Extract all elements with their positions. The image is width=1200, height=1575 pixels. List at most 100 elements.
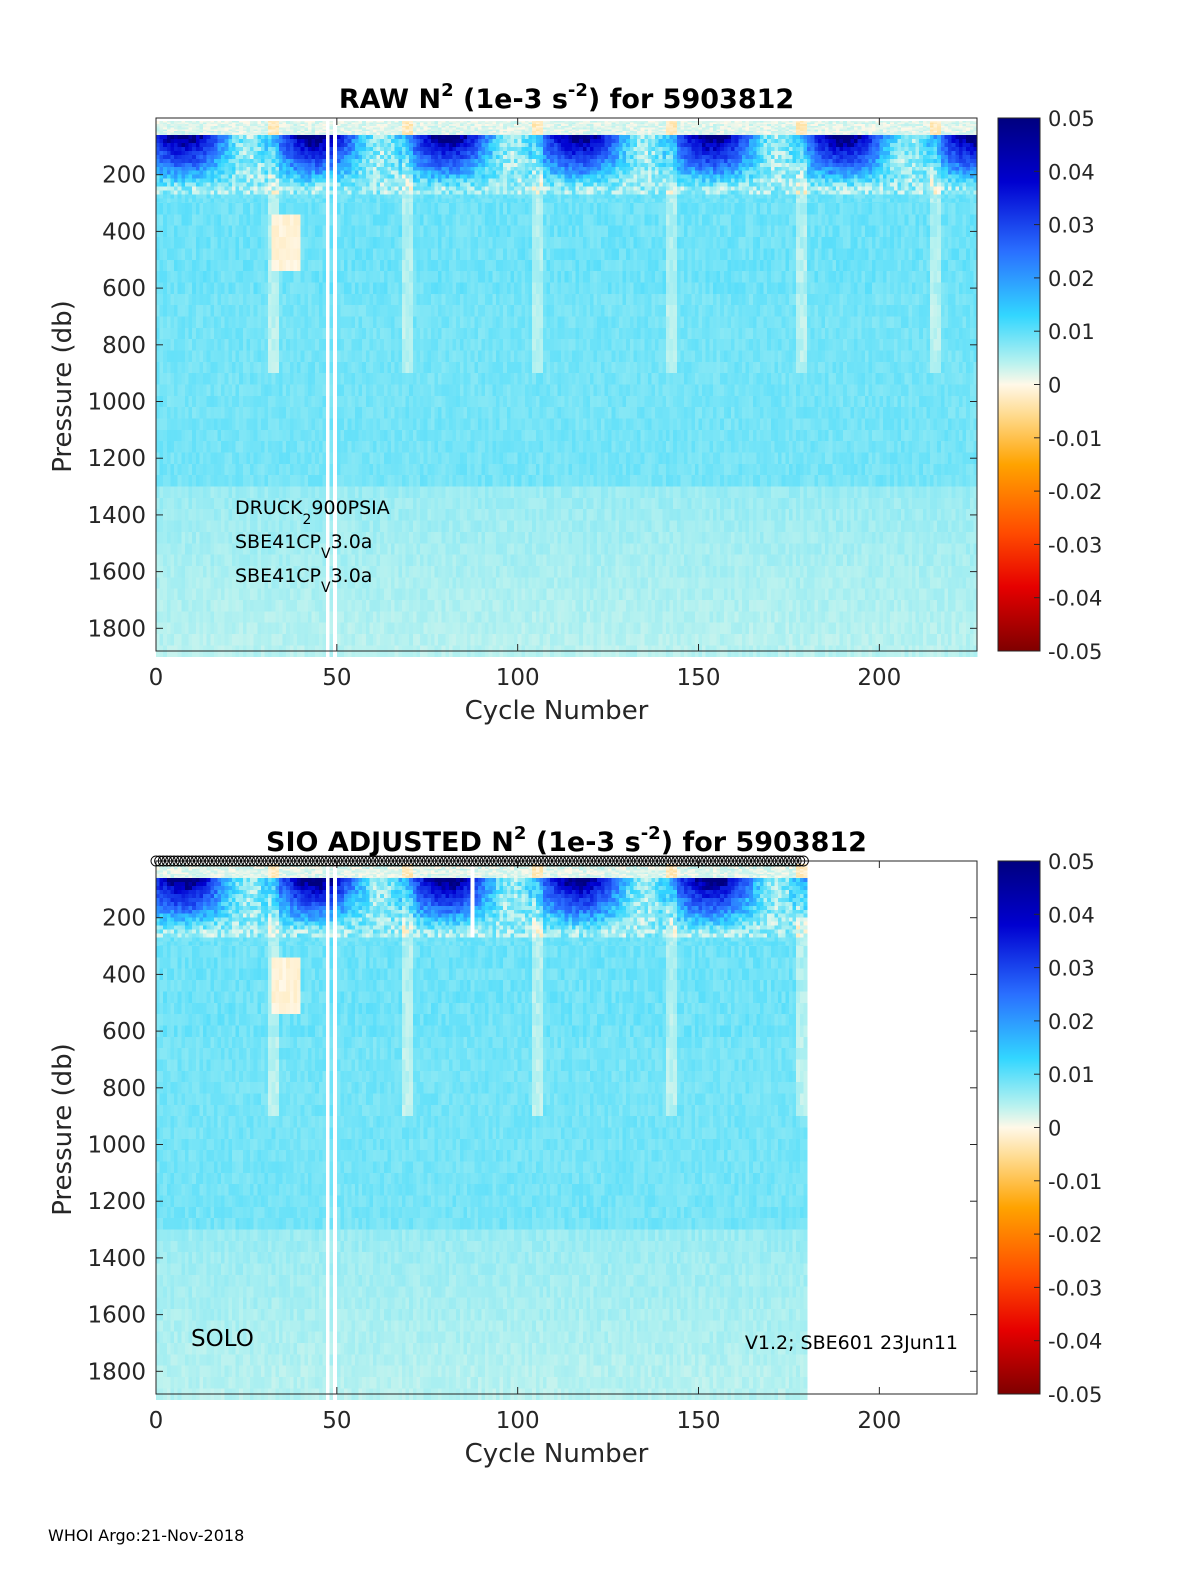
heatmap-cell <box>398 327 403 340</box>
heatmap-cell <box>278 129 283 132</box>
heatmap-cell <box>246 162 251 168</box>
heatmap-cell <box>293 497 298 510</box>
heatmap-cell <box>387 543 392 556</box>
heatmap-cell <box>322 248 327 261</box>
heatmap-cell <box>369 186 374 191</box>
heatmap-cell <box>260 543 265 556</box>
heatmap-cell <box>257 170 262 176</box>
heatmap-cell <box>376 190 381 195</box>
heatmap-cell <box>253 282 258 295</box>
heatmap-cell <box>304 418 309 431</box>
heatmap-cell <box>391 225 396 238</box>
heatmap-cell <box>344 588 349 601</box>
heatmap-cell <box>217 282 222 295</box>
heatmap-cell <box>416 384 421 397</box>
heatmap-cell <box>333 182 338 188</box>
heatmap-cell <box>268 186 273 191</box>
heatmap-cell <box>416 138 421 144</box>
heatmap-cell <box>354 282 359 295</box>
heatmap-cell <box>405 166 410 172</box>
heatmap-cell <box>170 384 175 397</box>
heatmap-cell <box>373 316 378 329</box>
heatmap-cell <box>322 174 327 180</box>
heatmap-cell <box>289 138 294 144</box>
heatmap-cell <box>170 361 175 374</box>
heatmap-cell <box>401 554 406 567</box>
heatmap-cell <box>416 124 421 127</box>
heatmap-cell <box>181 611 186 624</box>
heatmap-cell <box>398 198 403 203</box>
heatmap-cell <box>195 350 200 363</box>
heatmap-cell <box>203 384 208 397</box>
heatmap-cell <box>304 166 309 172</box>
heatmap-cell <box>307 174 312 180</box>
heatmap-cell <box>163 611 168 624</box>
heatmap-cell <box>250 162 255 168</box>
heatmap-cell <box>271 565 276 578</box>
heatmap-cell <box>373 441 378 453</box>
heatmap-cell <box>181 316 186 329</box>
heatmap-cell <box>199 150 204 156</box>
heatmap-cell <box>268 475 273 487</box>
heatmap-cell <box>344 174 349 180</box>
heatmap-cell <box>297 622 302 635</box>
heatmap-cell <box>300 520 305 533</box>
heatmap-cell <box>289 588 294 601</box>
heatmap-cell <box>340 170 345 176</box>
heatmap-cell <box>315 182 320 188</box>
heatmap-cell <box>329 339 334 351</box>
heatmap-cell <box>289 633 294 646</box>
heatmap-cell <box>159 158 164 164</box>
heatmap-cell <box>206 282 211 295</box>
heatmap-cell <box>286 520 291 533</box>
heatmap-cell <box>250 122 255 125</box>
heatmap-cell <box>275 174 280 180</box>
heatmap-cell <box>264 599 269 612</box>
heatmap-cell <box>217 316 222 329</box>
heatmap-cell <box>271 182 276 188</box>
heatmap-cell <box>383 599 388 612</box>
heatmap-cell <box>181 127 186 130</box>
heatmap-cell <box>423 131 428 134</box>
heatmap-cell <box>373 520 378 533</box>
heatmap-cell <box>311 282 316 295</box>
heatmap-cell <box>163 509 168 521</box>
heatmap-cell <box>156 142 161 148</box>
heatmap-cell <box>297 154 302 160</box>
heatmap-cell <box>300 599 305 612</box>
heatmap-cell <box>358 622 363 635</box>
heatmap-cell <box>369 577 374 590</box>
heatmap-cell <box>271 441 276 453</box>
heatmap-cell <box>195 633 200 646</box>
heatmap-cell <box>373 174 378 180</box>
heatmap-cell <box>203 154 208 160</box>
heatmap-cell <box>307 339 312 351</box>
heatmap-cell <box>271 237 276 249</box>
heatmap-cell <box>275 350 280 363</box>
heatmap-cell <box>401 293 406 306</box>
heatmap-cell <box>387 384 392 397</box>
heatmap-cell <box>373 178 378 184</box>
heatmap-cell <box>358 162 363 168</box>
heatmap-cell <box>347 146 352 152</box>
heatmap-cell <box>282 327 287 340</box>
heatmap-cell <box>340 154 345 160</box>
heatmap-cell <box>282 170 287 176</box>
heatmap-cell <box>181 182 186 188</box>
heatmap-cell <box>213 214 218 227</box>
heatmap-cell <box>268 190 273 195</box>
heatmap-cell <box>365 384 370 397</box>
heatmap-cell <box>184 418 189 431</box>
heatmap-cell <box>224 186 229 191</box>
heatmap-cell <box>177 486 182 499</box>
heatmap-cell <box>358 150 363 156</box>
heatmap-cell <box>398 429 403 442</box>
heatmap-cell <box>210 214 215 227</box>
heatmap-cell <box>246 120 251 123</box>
heatmap-cell <box>206 162 211 168</box>
heatmap-cell <box>387 509 392 521</box>
heatmap-cell <box>203 543 208 556</box>
heatmap-cell <box>354 452 359 465</box>
heatmap-cell <box>383 565 388 578</box>
heatmap-cell <box>398 531 403 544</box>
